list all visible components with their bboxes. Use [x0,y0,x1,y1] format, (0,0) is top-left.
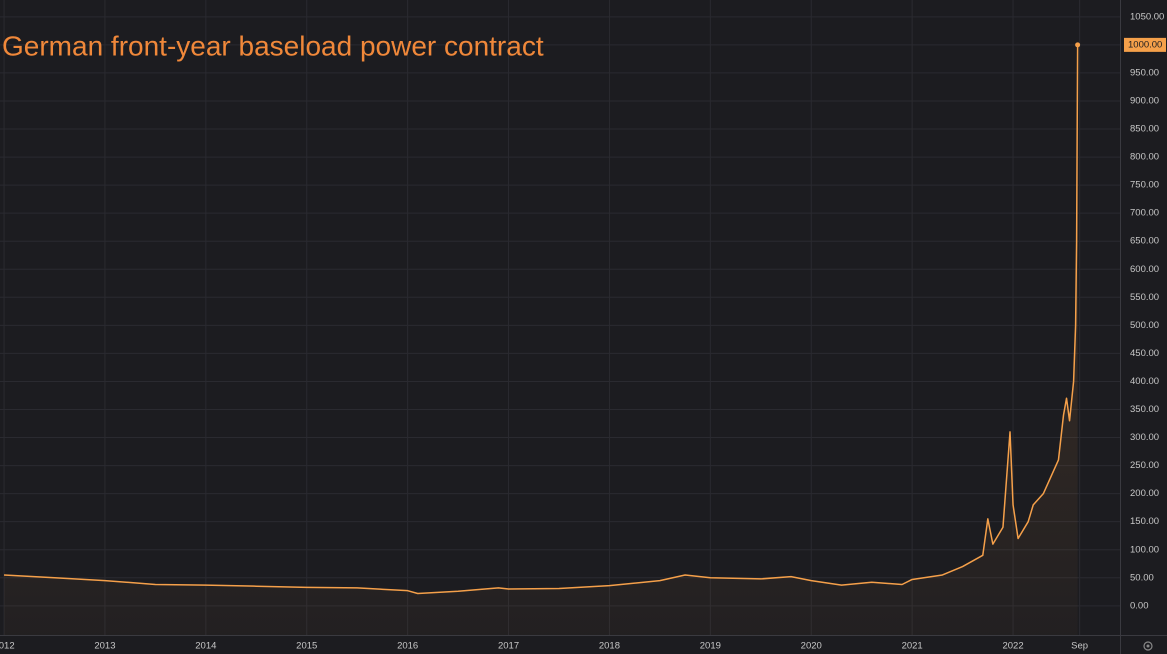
settings-icon-ring [1143,641,1153,651]
y-tick-label: 200.00 [1130,488,1159,499]
settings-icon-center [1146,644,1150,648]
y-tick-label: 800.00 [1130,152,1159,163]
x-tick-label: 2020 [801,641,822,652]
y-tick-label: 950.00 [1130,67,1159,78]
x-tick-label: 2018 [599,641,620,652]
y-tick-label: 600.00 [1130,264,1159,275]
x-tick-label: Sep [1071,641,1088,652]
x-tick-label: 2013 [94,641,115,652]
plot-area [3,42,1081,635]
x-tick-label: 2019 [700,641,721,652]
grid [0,0,1120,635]
last-point [1075,42,1081,48]
y-tick-label: 0.00 [1130,600,1149,611]
y-tick-label: 650.00 [1130,236,1159,247]
y-tick-label: 750.00 [1130,180,1159,191]
x-tick-label: 2022 [1002,641,1023,652]
y-tick-label: 700.00 [1130,208,1159,219]
y-tick-label: 550.00 [1130,292,1159,303]
y-tick-label: 500.00 [1130,320,1159,331]
x-tick-label: 2017 [498,641,519,652]
x-tick-label: 2012 [0,641,15,652]
value-label-box [1124,37,1166,52]
y-tick-label: 400.00 [1130,376,1159,387]
y-tick-label: 250.00 [1130,460,1159,471]
y-tick-label: 100.00 [1130,544,1159,555]
value-label: 1000.00 [1128,39,1162,50]
y-tick-label: 900.00 [1130,95,1159,106]
area-fill [4,44,1078,635]
y-tick-label: 150.00 [1130,516,1159,527]
settings-icon[interactable] [1143,641,1153,651]
line [3,44,1079,595]
y-tick-label: 300.00 [1130,432,1159,443]
axes: 0.00 50.00 100.00 150.00 200.00 250.00 300.00 3… [0,11,1166,652]
y-tick-label: 850.00 [1130,124,1159,135]
chart-title: German front-year baseload power contrac… [2,30,544,61]
x-tick-label: 2015 [296,641,317,652]
y-tick-label: 450.00 [1130,348,1159,359]
y-tick-label: 1050.00 [1130,11,1164,22]
x-tick-label: 2016 [397,641,418,652]
y-tick-label: 50.00 [1130,572,1154,583]
x-tick-label: 2014 [195,641,216,652]
y-tick-label: 350.00 [1130,404,1159,415]
x-tick-label: 2021 [902,641,923,652]
